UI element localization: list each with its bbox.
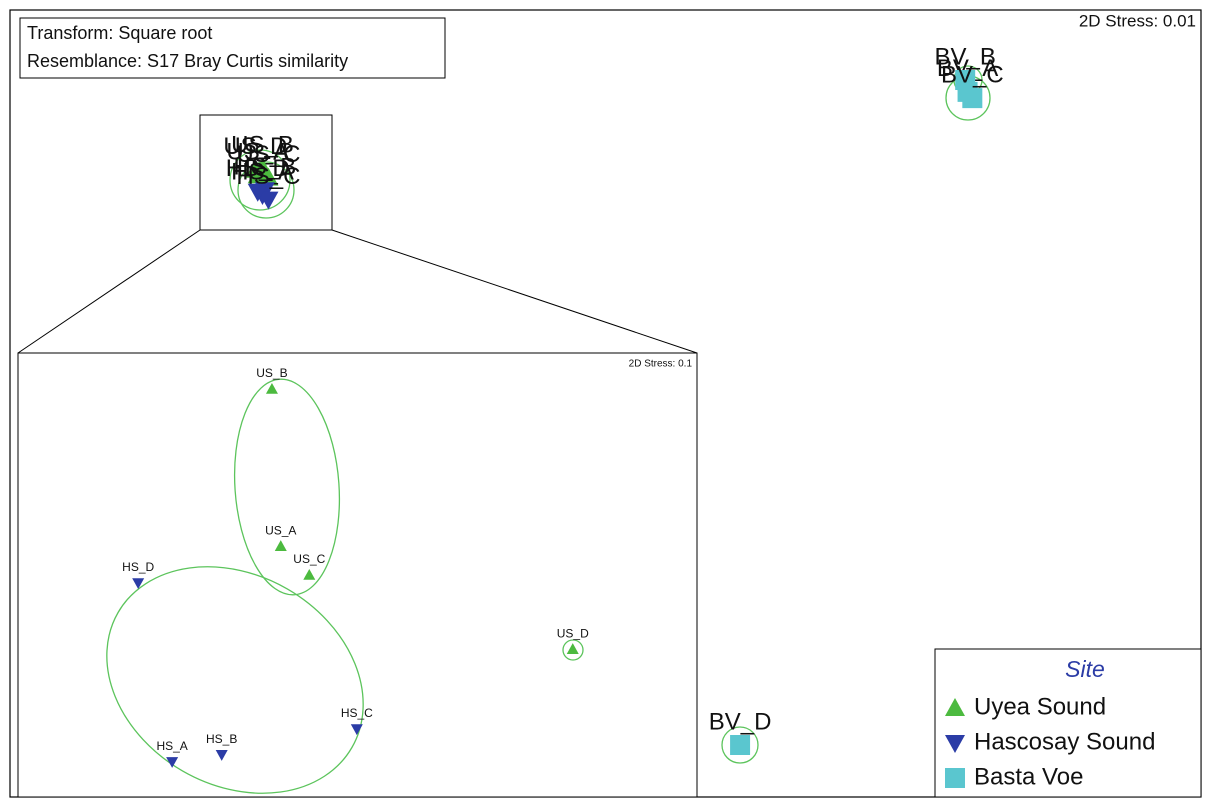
- marker: [566, 643, 579, 654]
- legend-title: Site: [1065, 656, 1105, 682]
- annotation: Transform: Square root: [27, 23, 212, 43]
- annotation: Resemblance: S17 Bray Curtis similarity: [27, 51, 348, 71]
- marker: [955, 70, 976, 91]
- point-label: HS_C: [341, 706, 373, 720]
- point-label: BV_B: [934, 43, 995, 70]
- zoom-line: [331, 229, 698, 354]
- legend-marker: [945, 768, 965, 788]
- inset-frame: [17, 352, 698, 798]
- annotation-box: [19, 17, 446, 79]
- zoom-box: [199, 114, 333, 231]
- marker: [265, 382, 278, 394]
- point-label: US_C: [293, 552, 325, 566]
- marker: [350, 724, 363, 736]
- point-label: US_D: [557, 626, 589, 640]
- inset-stress-label: 2D Stress: 0.1: [629, 359, 693, 370]
- legend-label: Hascosay Sound: [974, 728, 1155, 755]
- inset-cluster-ellipses: [106, 378, 584, 794]
- legend-marker: [945, 698, 965, 716]
- point-label: HS_B: [206, 732, 237, 746]
- point-label: US_A: [226, 139, 289, 166]
- point-label: US_B: [231, 132, 294, 159]
- legend-marker: [945, 735, 965, 753]
- stress-label: 2D Stress: 0.01: [1079, 11, 1196, 30]
- point-label: BV_D: [709, 708, 772, 735]
- legend-label: Uyea Sound: [974, 693, 1106, 720]
- legend-label: Basta Voe: [974, 763, 1083, 790]
- marker: [132, 578, 145, 589]
- zoom-line: [17, 229, 201, 354]
- point-label: US_C: [236, 141, 300, 168]
- marker: [215, 750, 228, 761]
- point-label: US_A: [265, 523, 296, 537]
- point-label: US_B: [256, 366, 287, 380]
- point-label: HS_D: [122, 560, 154, 574]
- marker: [730, 735, 751, 756]
- marker: [258, 191, 279, 210]
- marker: [166, 757, 179, 768]
- marker: [247, 183, 268, 202]
- marker: [962, 88, 983, 109]
- marker: [303, 569, 316, 580]
- point-label: BV_C: [941, 61, 1004, 88]
- point-label: HS_C: [236, 163, 300, 190]
- point-label: HS_B: [234, 154, 297, 181]
- point-label: US_D: [223, 133, 287, 160]
- legend-box: [934, 648, 1202, 798]
- point-label: HS_D: [226, 155, 290, 182]
- marker: [274, 540, 287, 551]
- point-label: HS_A: [231, 158, 294, 185]
- marker: [258, 167, 279, 186]
- marker: [245, 159, 266, 178]
- point-label: HS_A: [156, 739, 187, 753]
